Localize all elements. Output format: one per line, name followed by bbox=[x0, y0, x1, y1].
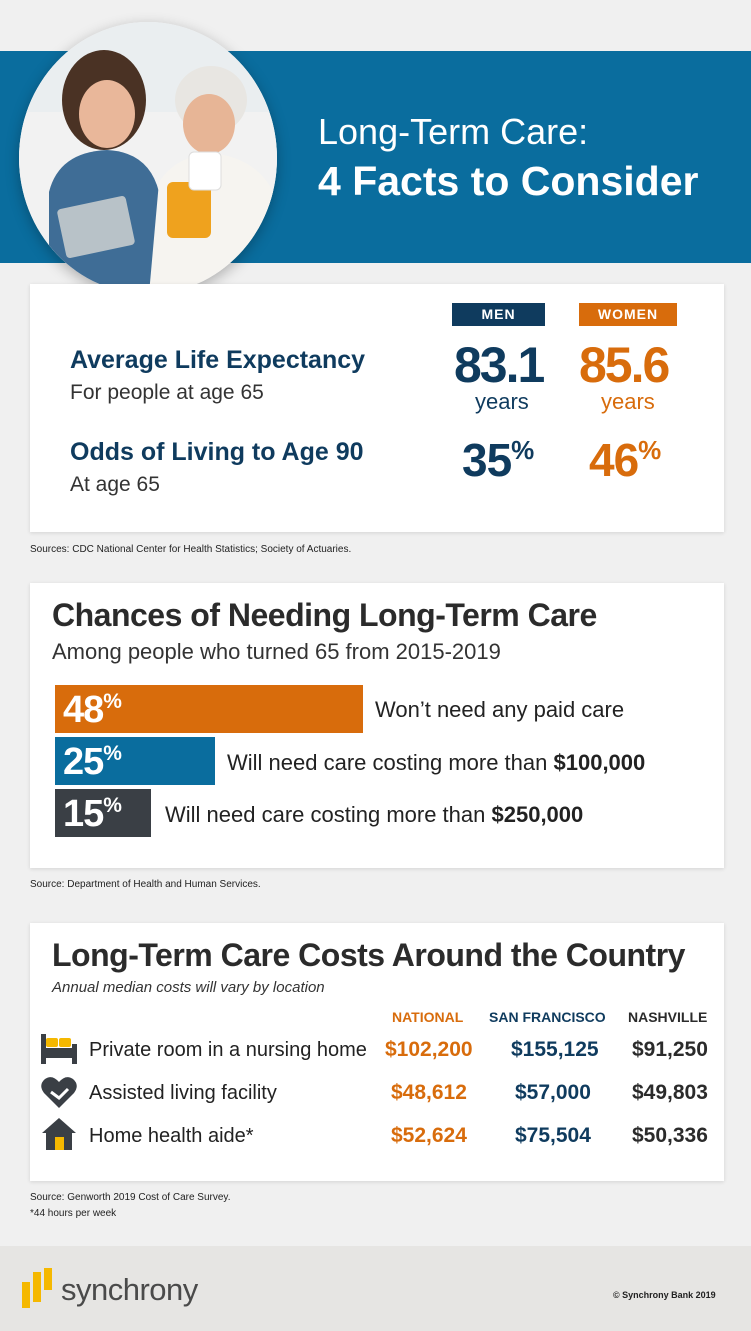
odds-title: Odds of Living to Age 90 bbox=[70, 438, 364, 466]
chances-source: Source: Department of Health and Human S… bbox=[30, 879, 261, 890]
copyright: © Synchrony Bank 2019 bbox=[613, 1290, 716, 1300]
column-header-nashville: NASHVILLE bbox=[628, 1009, 708, 1025]
cost-san-francisco: $155,125 bbox=[511, 1038, 599, 1061]
chance-bar-value: 25 bbox=[63, 741, 104, 783]
percent-sign: % bbox=[638, 435, 661, 465]
page-title-line1: Long-Term Care: bbox=[318, 111, 589, 152]
expectancy-subtitle: For people at age 65 bbox=[70, 381, 264, 404]
chance-bar-2: 25% bbox=[55, 737, 215, 785]
cost-row-label: Private room in a nursing home bbox=[89, 1039, 367, 1061]
chance-bar-value: 15 bbox=[63, 793, 104, 835]
costs-source: Source: Genworth 2019 Cost of Care Surve… bbox=[30, 1192, 231, 1203]
cost-nashville: $91,250 bbox=[632, 1038, 708, 1061]
costs-footnote: *44 hours per week bbox=[30, 1208, 117, 1219]
chance-bar-label: Will need care costing more than $100,00… bbox=[227, 750, 646, 775]
chance-bar-1: 48% bbox=[55, 685, 363, 733]
men-expectancy-value: 83.1 bbox=[454, 337, 545, 393]
cost-national: $52,624 bbox=[391, 1124, 467, 1147]
heart-hands-icon bbox=[40, 1074, 78, 1115]
cost-national: $48,612 bbox=[391, 1081, 467, 1104]
column-header-san-francisco: SAN FRANCISCO bbox=[489, 1009, 606, 1025]
synchrony-logo-icon bbox=[22, 1268, 54, 1313]
synchrony-logo-text: synchrony bbox=[61, 1272, 198, 1307]
cost-nashville: $50,336 bbox=[632, 1124, 708, 1147]
chance-bar-label: Won’t need any paid care bbox=[375, 697, 625, 722]
cost-national: $102,200 bbox=[385, 1038, 473, 1061]
costs-card bbox=[30, 923, 724, 1181]
footer: synchrony © Synchrony Bank 2019 bbox=[0, 1246, 751, 1331]
chances-subtitle: Among people who turned 65 from 2015-201… bbox=[52, 639, 501, 664]
chance-bar-value: 48 bbox=[63, 689, 104, 731]
chance-bar-3: 15% bbox=[55, 789, 151, 837]
chances-title: Chances of Needing Long-Term Care bbox=[52, 597, 597, 633]
hero-photo bbox=[19, 22, 277, 294]
odds-subtitle: At age 65 bbox=[70, 473, 160, 496]
bed-icon bbox=[40, 1032, 78, 1071]
house-icon bbox=[41, 1117, 77, 1156]
life-source: Sources: CDC National Center for Health … bbox=[30, 544, 352, 555]
women-header: WOMEN bbox=[579, 303, 677, 326]
costs-subtitle: Annual median costs will vary by locatio… bbox=[52, 979, 325, 996]
percent-sign: % bbox=[511, 435, 534, 465]
page-title-line2: 4 Facts to Consider bbox=[318, 158, 699, 204]
costs-title: Long-Term Care Costs Around the Country bbox=[52, 937, 685, 973]
cost-row-label: Home health aide* bbox=[89, 1125, 254, 1147]
cost-san-francisco: $57,000 bbox=[515, 1081, 591, 1104]
chance-bar-label: Will need care costing more than $250,00… bbox=[165, 802, 584, 827]
expectancy-title: Average Life Expectancy bbox=[70, 346, 366, 374]
men-header: MEN bbox=[452, 303, 545, 326]
women-years-label: years bbox=[601, 389, 655, 414]
cost-san-francisco: $75,504 bbox=[515, 1124, 591, 1147]
men-years-label: years bbox=[475, 389, 529, 414]
cost-nashville: $49,803 bbox=[632, 1081, 708, 1104]
men-odds-value: 35% bbox=[462, 434, 534, 486]
column-header-national: NATIONAL bbox=[392, 1009, 464, 1025]
women-odds-value: 46% bbox=[589, 434, 661, 486]
women-expectancy-value: 85.6 bbox=[579, 337, 670, 393]
cost-row-label: Assisted living facility bbox=[89, 1082, 277, 1104]
